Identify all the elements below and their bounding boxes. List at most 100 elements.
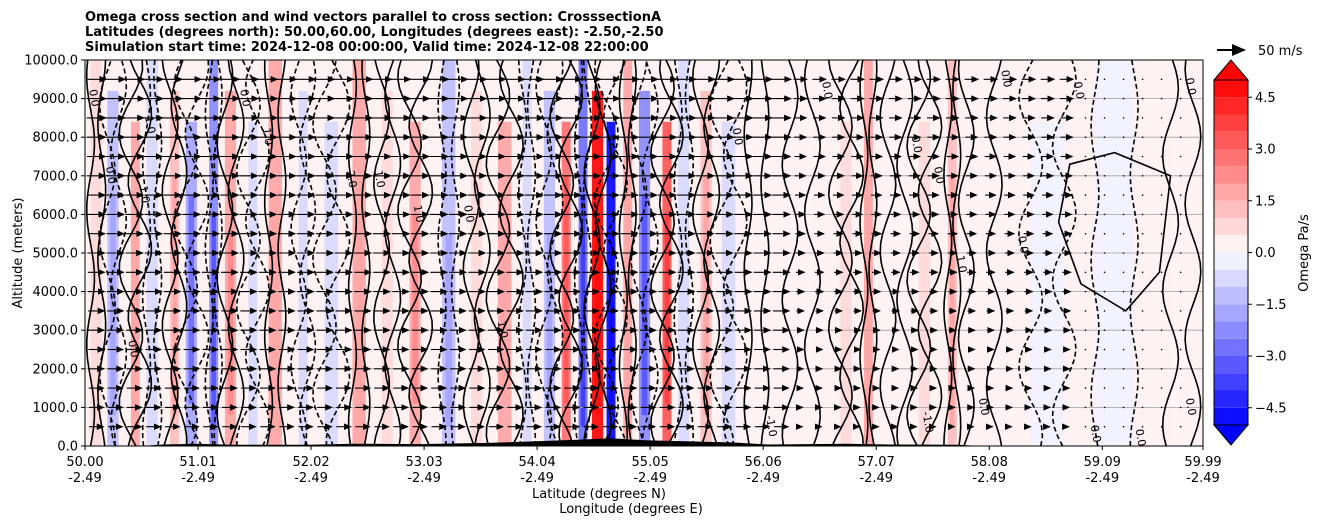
wind-vector-dot (1084, 348, 1087, 351)
y-tick-label: 0.0 (57, 440, 78, 455)
x-tick-label-lon: -2.49 (746, 471, 780, 486)
wind-vector-dot (1122, 136, 1125, 138)
vector-key-label: 50 m/s (1258, 44, 1303, 59)
omega-band-core (355, 175, 363, 427)
omega-band (887, 90, 905, 446)
x-tick-label-lat: 50.00 (66, 455, 103, 470)
contour-line (1129, 60, 1139, 446)
colorbar-label: Omega Pa/s (1297, 214, 1312, 292)
wind-vector-dot (1141, 406, 1144, 409)
wind-vector-dot (1103, 136, 1106, 138)
omega-band (248, 121, 258, 446)
colorbar-segment (1214, 269, 1248, 287)
contour-label: 0.0 (1015, 235, 1031, 254)
omega-band (790, 90, 813, 446)
omega-band (1170, 90, 1193, 446)
colorbar-segment (1214, 218, 1248, 236)
colorbar-segment (1214, 183, 1248, 201)
y-axis: 0.0 1000.0 2000.0 3000.0 4000.0 5000.0 6000.0 7… (24, 54, 85, 455)
contour-label-layer: 0.0 1.0 0.0 1.0 0.0 0.0 1.0 2.0 1.0 1.0 0.0 1.0 0.0 0… (86, 69, 1199, 446)
contour-label: 0.0 (1071, 81, 1087, 100)
x-axis-label-latitude: Latitude (degrees N) (532, 487, 666, 502)
x-tick-label-lat: 57.07 (858, 455, 895, 470)
contour-line (1184, 60, 1202, 446)
wind-vector-dot (1084, 136, 1087, 138)
wind-vector-dot (1179, 329, 1182, 332)
x-tick-label-lat: 52.02 (292, 455, 329, 470)
contour-line (1090, 60, 1100, 446)
contour-label: 0.0 (1088, 424, 1104, 443)
wind-vector-dot (1122, 97, 1125, 100)
contour-line (299, 60, 317, 446)
chart-title-line-1: Omega cross section and wind vectors par… (85, 10, 661, 25)
wind-vector-dot (1103, 368, 1106, 370)
omega-band (918, 121, 930, 446)
wind-vector-dot (1084, 271, 1087, 274)
wind-vector-dot (1179, 290, 1182, 293)
wind-vector-dot (1103, 387, 1106, 389)
y-axis-label: Altitude (meters) (11, 198, 26, 309)
wind-vector-dot (1103, 155, 1106, 158)
x-tick-label-lat: 55.05 (632, 455, 669, 470)
wind-vector-dot (1141, 310, 1144, 312)
x-tick-label-lon: -2.49 (520, 471, 554, 486)
wind-vector-dot (1103, 175, 1106, 177)
colorbar-tick-label: −3.0 (1255, 350, 1287, 365)
omega-band (324, 121, 338, 446)
contour-label: -1.0 (919, 411, 936, 434)
omega-band-core (950, 175, 955, 427)
contour-line (535, 60, 553, 446)
wind-vector-dot (1141, 117, 1144, 119)
colorbar-segment (1214, 166, 1248, 184)
colorbar-segment (1214, 235, 1248, 253)
wind-vector-dot (1160, 387, 1163, 389)
wind-vector-dot (1179, 175, 1182, 177)
colorbar-tick-label: 4.5 (1255, 91, 1276, 106)
omega-band-core (664, 214, 670, 404)
y-tick-label: 5000.0 (33, 247, 79, 262)
contour-label: 0.0 (819, 81, 835, 100)
wind-vector-dot (1179, 78, 1182, 81)
wind-vector-dot (1141, 194, 1144, 196)
contour-label: 1.0 (411, 204, 427, 223)
wind-vector-dot (1084, 329, 1087, 332)
wind-vector-dot (1141, 155, 1144, 158)
colorbar-extend-min (1212, 424, 1250, 446)
wind-vector-dot (1122, 329, 1125, 332)
contour-line (546, 60, 564, 446)
omega-band-core (594, 214, 601, 416)
wind-vector-dot (1084, 406, 1087, 409)
wind-vector-dot (1141, 425, 1144, 428)
x-tick-label-lat: 59.99 (1184, 455, 1221, 470)
colorbar-segment (1214, 304, 1248, 322)
x-tick-label-lon: -2.49 (407, 471, 441, 486)
colorbar-segment (1214, 321, 1248, 339)
wind-vector-dot (1179, 348, 1182, 351)
x-tick-label-lon: -2.49 (68, 471, 102, 486)
contour-line (1051, 60, 1077, 446)
wind-vector-dot (1103, 406, 1106, 409)
wind-vector-dot (1084, 175, 1087, 177)
wind-vector-dot (1122, 232, 1125, 235)
x-tick-label-lat: 54.04 (519, 455, 556, 470)
wind-vector-dot (1103, 97, 1106, 100)
wind-vector-dot (1141, 97, 1144, 100)
colorbar-segment (1214, 338, 1248, 356)
colorbar-segment (1214, 356, 1248, 374)
wind-vector-dot (1141, 136, 1144, 138)
contour-line (1018, 60, 1044, 446)
y-tick-label: 4000.0 (33, 285, 79, 300)
colorbar-segment (1214, 373, 1248, 391)
contour-label: 1.0 (137, 185, 153, 204)
wind-vector-dot (1122, 348, 1125, 351)
x-tick-label-lon: -2.49 (633, 471, 667, 486)
chart-title-line-2: Latitudes (degrees north): 50.00,60.00, … (85, 25, 664, 40)
x-tick-label-lon: -2.49 (294, 471, 328, 486)
contour-line (630, 60, 648, 446)
wind-vector-dot (1141, 290, 1144, 293)
wind-vector-dot (1141, 175, 1144, 177)
y-tick-label: 7000.0 (33, 169, 79, 184)
wind-vector-dot (1122, 368, 1125, 370)
contour-label: 0.0 (730, 127, 746, 146)
